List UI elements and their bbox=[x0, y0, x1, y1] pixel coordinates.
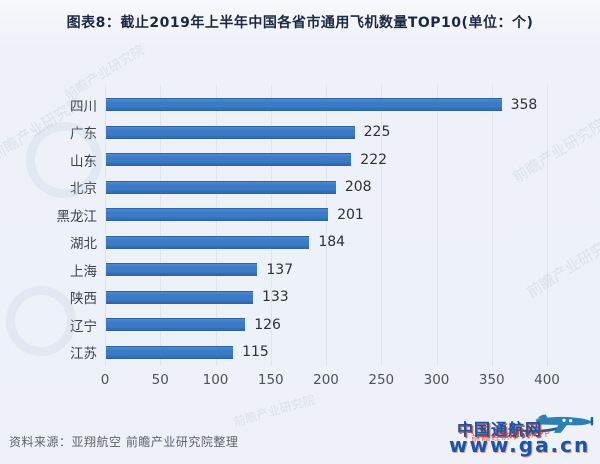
chart-rows: 四川 358 广东 225 山东 222 北京 208 黑龙江 201 湖北 184 上海 137 陕西 13… bbox=[5, 91, 555, 366]
bar bbox=[106, 263, 258, 277]
category-label: 广东 bbox=[70, 126, 97, 143]
watermark-text: 前瞻产业研究院 bbox=[231, 392, 317, 430]
value-label: 225 bbox=[363, 124, 391, 141]
value-label: 115 bbox=[242, 344, 269, 361]
bar-zone: 126 bbox=[106, 311, 555, 339]
value-label: 126 bbox=[254, 316, 281, 333]
bar-zone: 133 bbox=[106, 284, 555, 312]
bar bbox=[106, 235, 310, 249]
bar bbox=[106, 180, 336, 194]
site-logo: 中国通航网 www.ga.cn 前瞻经济学人APP bbox=[419, 407, 597, 463]
bar-zone: 225 bbox=[106, 119, 555, 147]
x-tick-label: 150 bbox=[257, 372, 284, 388]
grid-line bbox=[105, 85, 106, 366]
x-tick-label: 250 bbox=[368, 372, 395, 388]
bar bbox=[106, 290, 253, 304]
grid-line bbox=[381, 85, 383, 366]
bar bbox=[106, 208, 329, 222]
bar-row: 江苏 115 bbox=[5, 339, 555, 367]
grid-line bbox=[215, 85, 217, 366]
category-label: 上海 bbox=[70, 263, 97, 280]
bar-row: 辽宁 126 bbox=[5, 311, 555, 339]
bar bbox=[106, 125, 355, 139]
bar-zone: 201 bbox=[106, 201, 555, 229]
grid-line bbox=[491, 85, 493, 366]
x-tick-label: 400 bbox=[534, 372, 560, 388]
bar bbox=[106, 318, 246, 332]
bar-row: 广东 225 bbox=[5, 119, 555, 147]
value-label: 208 bbox=[344, 179, 372, 196]
x-axis: 0 50 100 150 200 250 300 350 400 bbox=[101, 372, 560, 390]
bar-row: 北京 208 bbox=[5, 174, 555, 202]
category-label: 黑龙江 bbox=[56, 208, 98, 225]
grid-line bbox=[270, 85, 272, 366]
airplane-icon bbox=[514, 414, 594, 433]
grid-line bbox=[326, 85, 327, 366]
bar bbox=[106, 153, 352, 167]
source-note: 资料来源：亚翔航空 前瞻产业研究院整理 bbox=[9, 435, 239, 449]
gridlines bbox=[105, 85, 548, 366]
bar-zone: 115 bbox=[106, 339, 555, 367]
bar-zone: 358 bbox=[106, 91, 555, 119]
bar-row: 黑龙江 201 bbox=[5, 201, 555, 229]
bar-zone: 222 bbox=[106, 146, 555, 174]
category-label: 辽宁 bbox=[70, 318, 97, 335]
category-label: 江苏 bbox=[70, 346, 97, 363]
grid-line bbox=[160, 85, 162, 366]
x-tick-label: 0 bbox=[100, 372, 110, 388]
bar-row: 陕西 133 bbox=[5, 284, 555, 312]
category-label: 陕西 bbox=[70, 291, 97, 308]
x-tick-label: 200 bbox=[313, 372, 339, 388]
category-label: 四川 bbox=[70, 98, 97, 115]
value-label: 137 bbox=[266, 261, 294, 278]
value-label: 133 bbox=[261, 289, 289, 306]
value-label: 201 bbox=[337, 206, 364, 223]
grid-line bbox=[547, 85, 548, 366]
category-label: 湖北 bbox=[70, 236, 97, 253]
chart-title: 图表8：截止2019年上半年中国各省市通用飞机数量TOP10(单位：个) bbox=[66, 15, 534, 31]
category-label: 山东 bbox=[70, 153, 97, 170]
x-tick-label: 100 bbox=[202, 372, 229, 388]
value-label: 222 bbox=[360, 151, 388, 168]
bar-zone: 137 bbox=[106, 256, 555, 284]
x-tick-label: 300 bbox=[423, 372, 450, 388]
bar-zone: 208 bbox=[106, 174, 555, 202]
bar-row: 湖北 184 bbox=[5, 229, 555, 257]
logo-site-url: www.ga.cn bbox=[449, 433, 591, 457]
bar-row: 山东 222 bbox=[5, 146, 555, 174]
bar-zone: 184 bbox=[106, 229, 555, 257]
chart-area: 四川 358 广东 225 山东 222 北京 208 黑龙江 201 湖北 184 上海 137 陕西 13… bbox=[5, 85, 560, 388]
category-label: 北京 bbox=[70, 181, 97, 198]
bar bbox=[106, 98, 502, 112]
bar-row: 上海 137 bbox=[5, 256, 555, 284]
grid-line bbox=[436, 85, 438, 366]
bar bbox=[106, 345, 234, 359]
x-tick-label: 350 bbox=[478, 372, 505, 388]
value-label: 358 bbox=[510, 96, 538, 113]
value-label: 184 bbox=[318, 234, 346, 251]
bar-row: 四川 358 bbox=[5, 91, 555, 119]
x-tick-label: 50 bbox=[151, 372, 169, 388]
logo-site-name: 中国通航网 bbox=[457, 420, 543, 439]
